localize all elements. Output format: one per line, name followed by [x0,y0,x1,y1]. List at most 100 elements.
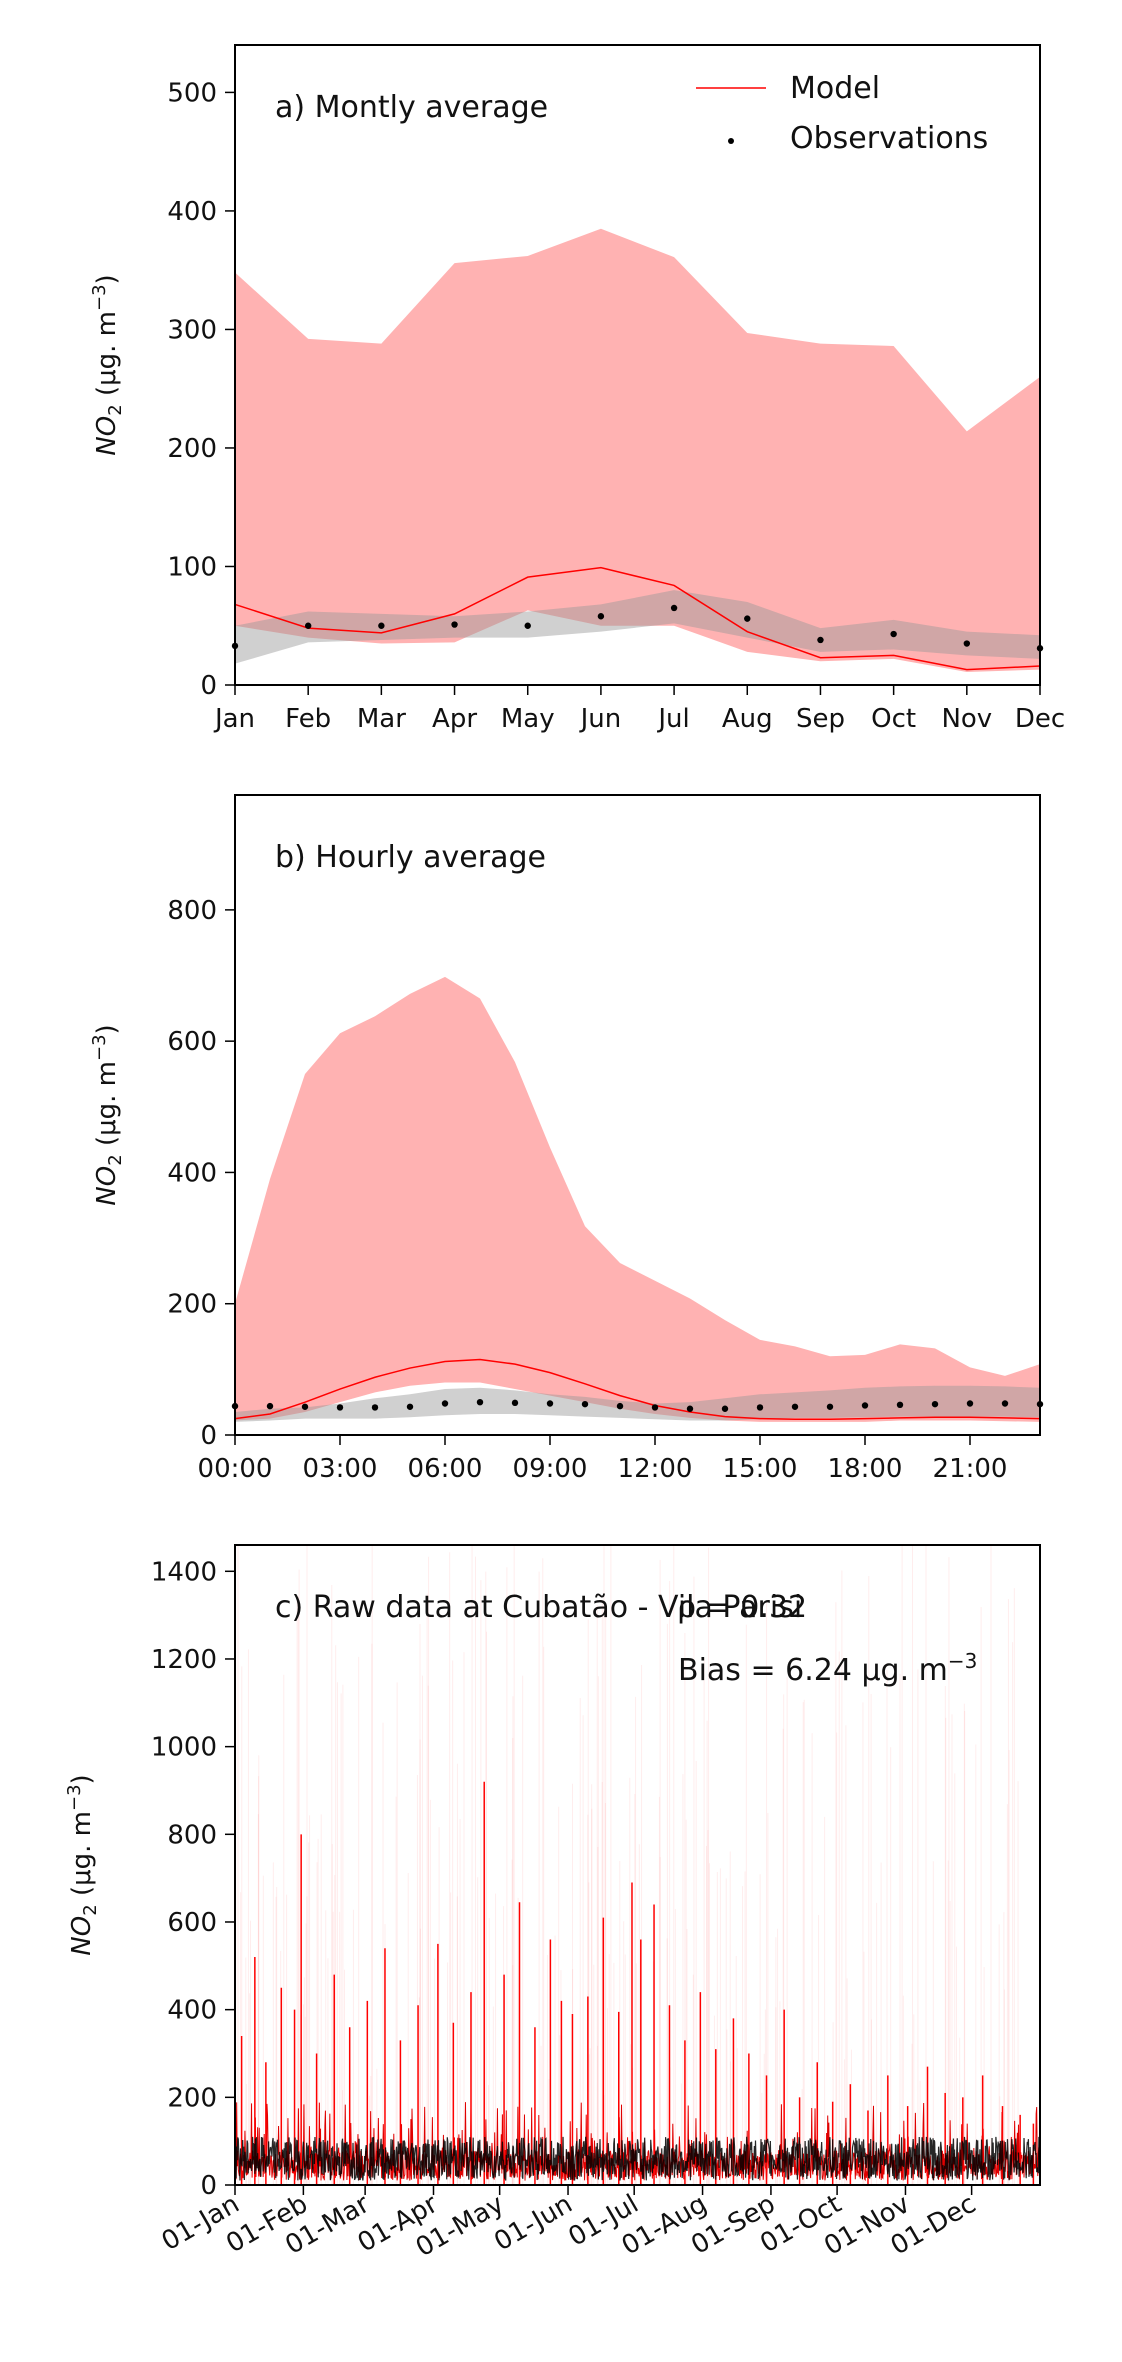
panel-a-ylabel: NO2 (μg. m−3) [89,274,126,455]
observation-point [266,1402,274,1410]
legend-observations-swatch [728,138,734,144]
x-tick-label: Dec [1015,704,1065,734]
panel-b-marks [231,1358,1044,1420]
panel-c-yticks: 0 200 400 600 800 1000 1200 1400 [151,1557,235,2201]
x-tick-label: Apr [432,704,477,734]
panel-c-ylabel: NO2 (μg. m−3) [64,1774,101,1955]
panel-c-title: c) Raw data at Cubatão - Vila Parisi [275,1590,802,1625]
observation-point [441,1400,449,1407]
x-tick-label: 21:00 [933,1454,1008,1484]
observation-point [451,621,458,628]
x-tick-label: Jun [579,704,622,734]
y-tick-label: 400 [167,1996,217,2026]
x-tick-label: Nov [941,704,992,734]
x-tick-label: Mar [357,704,406,734]
y-tick-label: 0 [200,671,217,701]
panel-c-raw: 0 200 400 600 800 1000 1200 1400 01-Jan01-Feb01… [64,1544,1041,2263]
x-tick-label: 12:00 [618,1454,693,1484]
panel-a-xticks: Jan Feb Mar Apr May Jun Jul Aug Sep Oct Nov Dec [213,685,1065,734]
panel-b-title: b) Hourly average [275,840,546,875]
observation-point [406,1403,414,1410]
observation-point [581,1400,589,1408]
panel-b-bands [235,976,1040,1422]
observation-point [896,1401,904,1409]
observation-point [304,622,312,629]
panel-b-xticks: 00:00 03:00 06:00 09:00 12:00 15:00 18:00 21:00 [198,1435,1008,1484]
observation-point [1001,1400,1009,1407]
model-line [234,566,1041,671]
observation-point [744,615,751,622]
y-tick-label: 0 [200,1421,217,1451]
observation-point [861,1402,869,1409]
observation-point [651,1404,659,1411]
panel-a-legend: Model Observations [696,71,988,156]
legend-model-label: Model [790,71,880,106]
x-tick-label: Feb [285,704,331,734]
x-tick-label: Jul [656,704,689,734]
panel-c-background [235,1545,1019,2185]
y-tick-label: 200 [167,1290,217,1320]
observation-point [890,630,897,638]
observation-point [476,1398,484,1406]
y-tick-label: 200 [167,434,217,464]
y-tick-label: 1000 [151,1733,217,1763]
x-tick-label: 00:00 [198,1454,273,1484]
panel-a-bands [235,228,1040,672]
legend-observations-label: Observations [790,121,988,156]
observation-point [371,1404,379,1411]
x-tick-label: Jan [213,704,255,734]
x-tick-label: Sep [796,704,845,734]
panel-b-yticks: 0 200 400 600 800 [167,896,235,1451]
y-tick-label: 400 [167,197,217,227]
model-range-band [235,228,1040,672]
observation-range-band [235,590,1040,664]
y-tick-label: 500 [167,78,217,108]
x-tick-label: 01-Jun [489,2189,577,2257]
panel-c-frame [234,1544,1041,2186]
panel-c-bias: Bias = 6.24 μg. m−3 [678,1649,977,1688]
panel-b-frame [234,794,1041,1436]
x-tick-label: May [501,704,555,734]
observation-point [597,613,605,620]
model-line [234,1358,1041,1420]
panel-b-ylabel: NO2 (μg. m−3) [89,1024,126,1205]
observation-point [686,1405,694,1412]
y-tick-label: 800 [167,896,217,926]
y-tick-label: 0 [200,2171,217,2201]
panel-a-marks [231,566,1044,671]
panel-a-frame [234,44,1041,686]
x-tick-label: 15:00 [723,1454,798,1484]
panel-c-marks [235,1781,1040,2185]
x-tick-label: 03:00 [303,1454,378,1484]
observation-point [826,1403,834,1410]
observation-point [616,1402,624,1410]
y-tick-label: 1400 [151,1557,217,1587]
y-tick-label: 600 [167,1027,217,1057]
observation-point [966,1400,974,1407]
y-tick-label: 800 [167,1820,217,1850]
observation-point [931,1400,939,1408]
observation-range-band [235,1385,1040,1422]
observation-point [546,1400,554,1407]
observation-point [524,622,531,629]
observation-point [336,1404,344,1411]
x-tick-label: Oct [871,704,916,734]
y-tick-label: 1200 [151,1645,217,1675]
observation-point [721,1405,729,1412]
y-tick-label: 100 [167,552,217,582]
panel-c-rho: ρ = 0.32 [677,1590,807,1625]
panel-b-hourly: 0 200 400 600 800 00:00 03:00 06:00 09:00 12:00 1… [89,794,1044,1484]
panel-a-yticks: 0 100 200 300 400 500 [167,78,235,701]
y-tick-label: 200 [167,2083,217,2113]
y-tick-label: 600 [167,1908,217,1938]
panel-a-monthly: 0 100 200 300 400 500 Jan Feb Mar Apr May Jun Jul Au… [89,44,1065,734]
x-tick-label: Aug [722,704,773,734]
panel-a-title: a) Montly average [275,90,548,125]
x-tick-label: 09:00 [513,1454,588,1484]
observation-point [301,1403,309,1410]
y-tick-label: 300 [167,315,217,345]
observation-point [378,622,385,629]
observation-point [817,636,824,644]
observation-point [756,1404,764,1411]
